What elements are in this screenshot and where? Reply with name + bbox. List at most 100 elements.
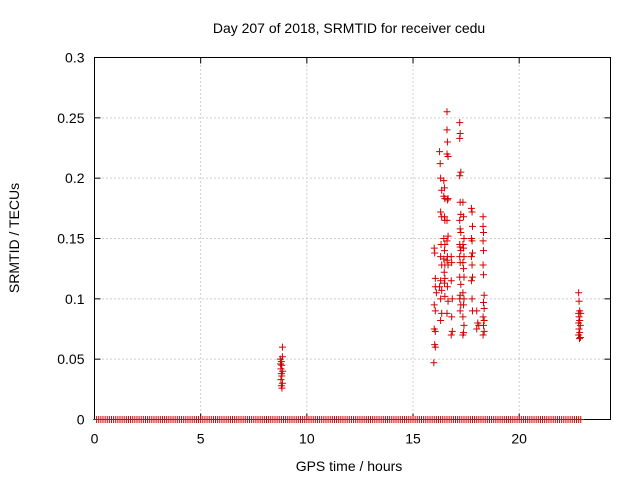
data-point: [436, 283, 444, 291]
data-point: [457, 168, 465, 176]
data-point: [480, 271, 488, 279]
data-point: [278, 361, 286, 369]
data-point: [459, 331, 467, 339]
data-point: [437, 295, 445, 303]
data-point: [456, 134, 464, 142]
x-tick-label: 10: [299, 431, 315, 447]
data-point: [437, 317, 445, 325]
data-point: [575, 289, 583, 297]
data-point: [278, 343, 286, 351]
data-point: [437, 277, 445, 285]
data-point: [448, 313, 456, 321]
y-tick-label: 0.1: [65, 291, 85, 307]
data-point: [457, 228, 465, 236]
data-point: [473, 325, 481, 333]
data-point: [443, 196, 451, 204]
data-point: [444, 195, 452, 203]
y-tick-label: 0.2: [65, 170, 85, 186]
data-point: [479, 261, 487, 269]
data-point: [467, 204, 475, 212]
data-point: [440, 247, 448, 255]
data-point: [480, 327, 488, 335]
data-point: [459, 313, 467, 321]
data-point: [480, 228, 488, 236]
data-point: [456, 307, 464, 315]
data-point: [448, 295, 456, 303]
data-point: [460, 265, 468, 273]
data-point: [468, 273, 476, 281]
chart-title: Day 207 of 2018, SRMTID for receiver ced…: [213, 20, 485, 36]
data-point: [456, 216, 464, 224]
data-point: [575, 325, 583, 333]
data-point: [575, 313, 583, 321]
data-point: [448, 259, 456, 267]
data-point: [479, 222, 487, 230]
data-point: [431, 307, 439, 315]
plot-frame: [94, 57, 611, 420]
grid-layer: [94, 57, 611, 420]
data-point: [459, 198, 467, 206]
data-point: [447, 277, 455, 285]
data-point: [444, 152, 452, 160]
x-axis-label: GPS time / hours: [296, 458, 403, 474]
data-point: [459, 259, 467, 267]
data-point: [277, 376, 285, 384]
data-point: [467, 253, 475, 261]
data-point: [443, 138, 451, 146]
x-tick-label: 20: [511, 431, 527, 447]
data-point: [443, 237, 451, 245]
y-tick-label: 0.3: [65, 50, 85, 66]
data-point: [480, 298, 488, 306]
data-point: [443, 108, 451, 116]
data-point: [460, 321, 468, 329]
data-point: [479, 237, 487, 245]
y-tick-label: 0.25: [57, 110, 84, 126]
data-point: [468, 222, 476, 230]
x-tick-label: 0: [91, 431, 99, 447]
data-point: [473, 307, 481, 315]
data-point: [431, 249, 439, 257]
data-point: [480, 291, 488, 299]
data-point: [431, 327, 439, 335]
data-point: [460, 273, 468, 281]
data-point: [277, 360, 285, 368]
data-point: [443, 216, 451, 224]
data-point: [460, 253, 468, 261]
data-point: [443, 256, 451, 264]
data-point: [479, 331, 487, 339]
zero-band: [93, 416, 585, 423]
data-point: [460, 213, 468, 221]
data-point: [468, 249, 476, 257]
y-tick-label: 0: [77, 412, 85, 428]
data-point: [468, 237, 476, 245]
x-tick-label: 5: [197, 431, 205, 447]
data-point: [479, 313, 487, 321]
data-point: [431, 274, 439, 282]
y-tick-label: 0.15: [57, 231, 84, 247]
data-point: [436, 148, 444, 156]
data-point: [444, 297, 452, 305]
data-point: [460, 295, 468, 303]
data-point: [278, 353, 286, 361]
data-point: [447, 331, 455, 339]
data-point: [278, 372, 286, 380]
data-point: [577, 309, 585, 317]
zero-point: [577, 416, 585, 423]
data-point: [575, 335, 583, 343]
tick-layer: [94, 57, 611, 420]
data-point: [460, 244, 468, 252]
data-point: [467, 277, 475, 285]
data-point: [459, 289, 467, 297]
data-point: [456, 225, 464, 233]
data-point: [460, 301, 468, 309]
data-point: [480, 317, 488, 325]
data-point: [456, 119, 464, 127]
data-point: [480, 247, 488, 255]
data-point: [441, 241, 449, 249]
data-point: [576, 333, 584, 341]
data-point: [460, 235, 468, 242]
data-point: [479, 213, 487, 221]
data-point: [438, 286, 446, 294]
data-point: [278, 384, 286, 392]
